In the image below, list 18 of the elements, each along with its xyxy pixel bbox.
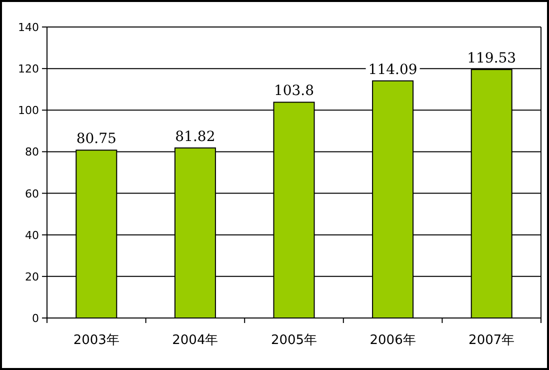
x-tick-label: 2004年 xyxy=(172,333,218,348)
data-label: 80.75 xyxy=(76,131,116,148)
x-tick-label: 2003年 xyxy=(73,333,120,348)
y-tick-label: 0 xyxy=(32,312,39,325)
data-label: 81.82 xyxy=(175,128,216,145)
y-tick-label: 80 xyxy=(25,146,39,159)
y-tick-label: 100 xyxy=(18,104,39,118)
y-tick-label: 20 xyxy=(25,270,39,284)
y-tick-label: 40 xyxy=(25,228,39,242)
data-label: 114.09 xyxy=(368,62,418,78)
x-tick-label: 2006年 xyxy=(370,333,416,348)
y-tick-label: 60 xyxy=(25,187,39,200)
x-tick-label: 2005年 xyxy=(270,333,318,348)
y-tick-label: 120 xyxy=(18,62,39,76)
data-label: 119.53 xyxy=(467,50,516,67)
data-label: 103.8 xyxy=(274,83,314,100)
x-tick-label: 2007年 xyxy=(468,333,515,348)
y-tick-label: 140 xyxy=(18,21,39,34)
